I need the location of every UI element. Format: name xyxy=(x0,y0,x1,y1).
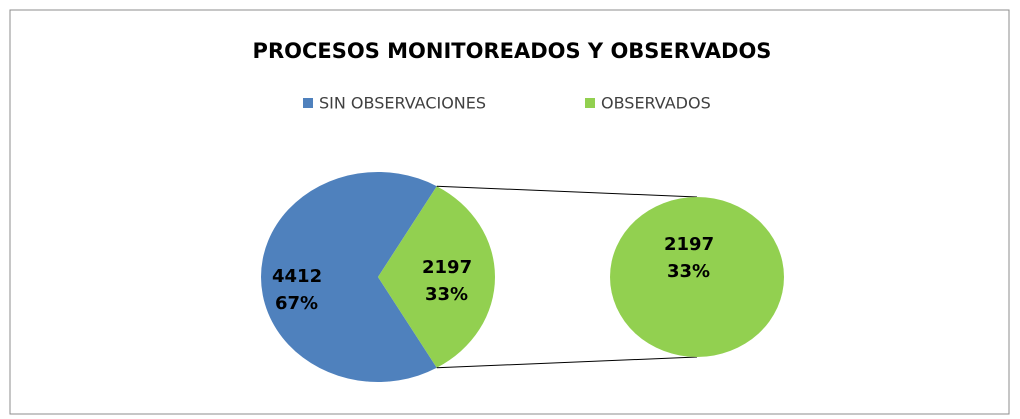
connector-line xyxy=(436,356,698,369)
connector-line xyxy=(436,185,698,198)
legend-label: SIN OBSERVACIONES xyxy=(319,94,486,113)
legend-swatch xyxy=(303,98,313,108)
legend-label: OBSERVADOS xyxy=(601,94,711,113)
pie-slice xyxy=(261,172,437,382)
chart-title: PROCESOS MONITOREADOS Y OBSERVADOS xyxy=(253,39,772,63)
data-label: 2197 xyxy=(422,257,472,278)
legend-swatch xyxy=(585,98,595,108)
data-label: 33% xyxy=(667,261,710,282)
chart-frame xyxy=(9,9,1010,415)
data-label: 33% xyxy=(425,284,468,305)
data-label: 2197 xyxy=(664,234,714,255)
secondary-pie-slice xyxy=(610,197,784,357)
pie-slice xyxy=(378,186,496,368)
data-label: 67% xyxy=(275,293,318,314)
data-label: 4412 xyxy=(272,266,322,287)
